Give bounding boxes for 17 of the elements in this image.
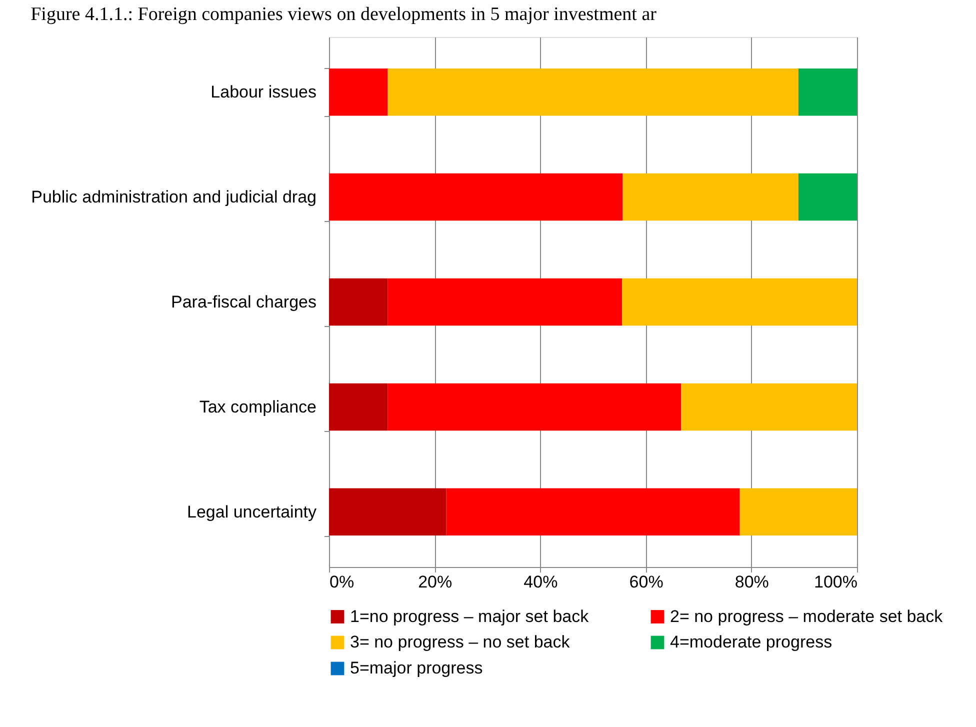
x-tick-label: 60% — [629, 572, 664, 592]
y-tick-label: Labour issues — [210, 82, 316, 102]
chart-title: Figure 4.1.1.: Foreign companies views on developments in 5 major investment ar — [30, 4, 658, 25]
y-tick-label: Tax compliance — [199, 397, 316, 416]
x-tick-label: 100% — [814, 572, 858, 592]
legend-label: 3= no progress – no set back — [350, 632, 570, 652]
y-tick-label: Legal uncertainty — [187, 502, 317, 522]
legend-label: 2= no progress – moderate set back — [670, 606, 944, 626]
legend-label: 5=major progress — [350, 658, 483, 678]
legend-label: 4=moderate progress — [670, 632, 832, 652]
x-tick-label: 40% — [524, 572, 558, 592]
legend-label: 1=no progress – major set back — [350, 606, 590, 626]
x-tick-label: 80% — [734, 572, 769, 592]
x-tick-label: 20% — [418, 572, 452, 592]
x-tick-label: 0% — [330, 572, 354, 592]
y-tick-label: Para-fiscal charges — [170, 292, 316, 312]
y-tick-label: Public administration and judicial drag — [31, 188, 316, 207]
